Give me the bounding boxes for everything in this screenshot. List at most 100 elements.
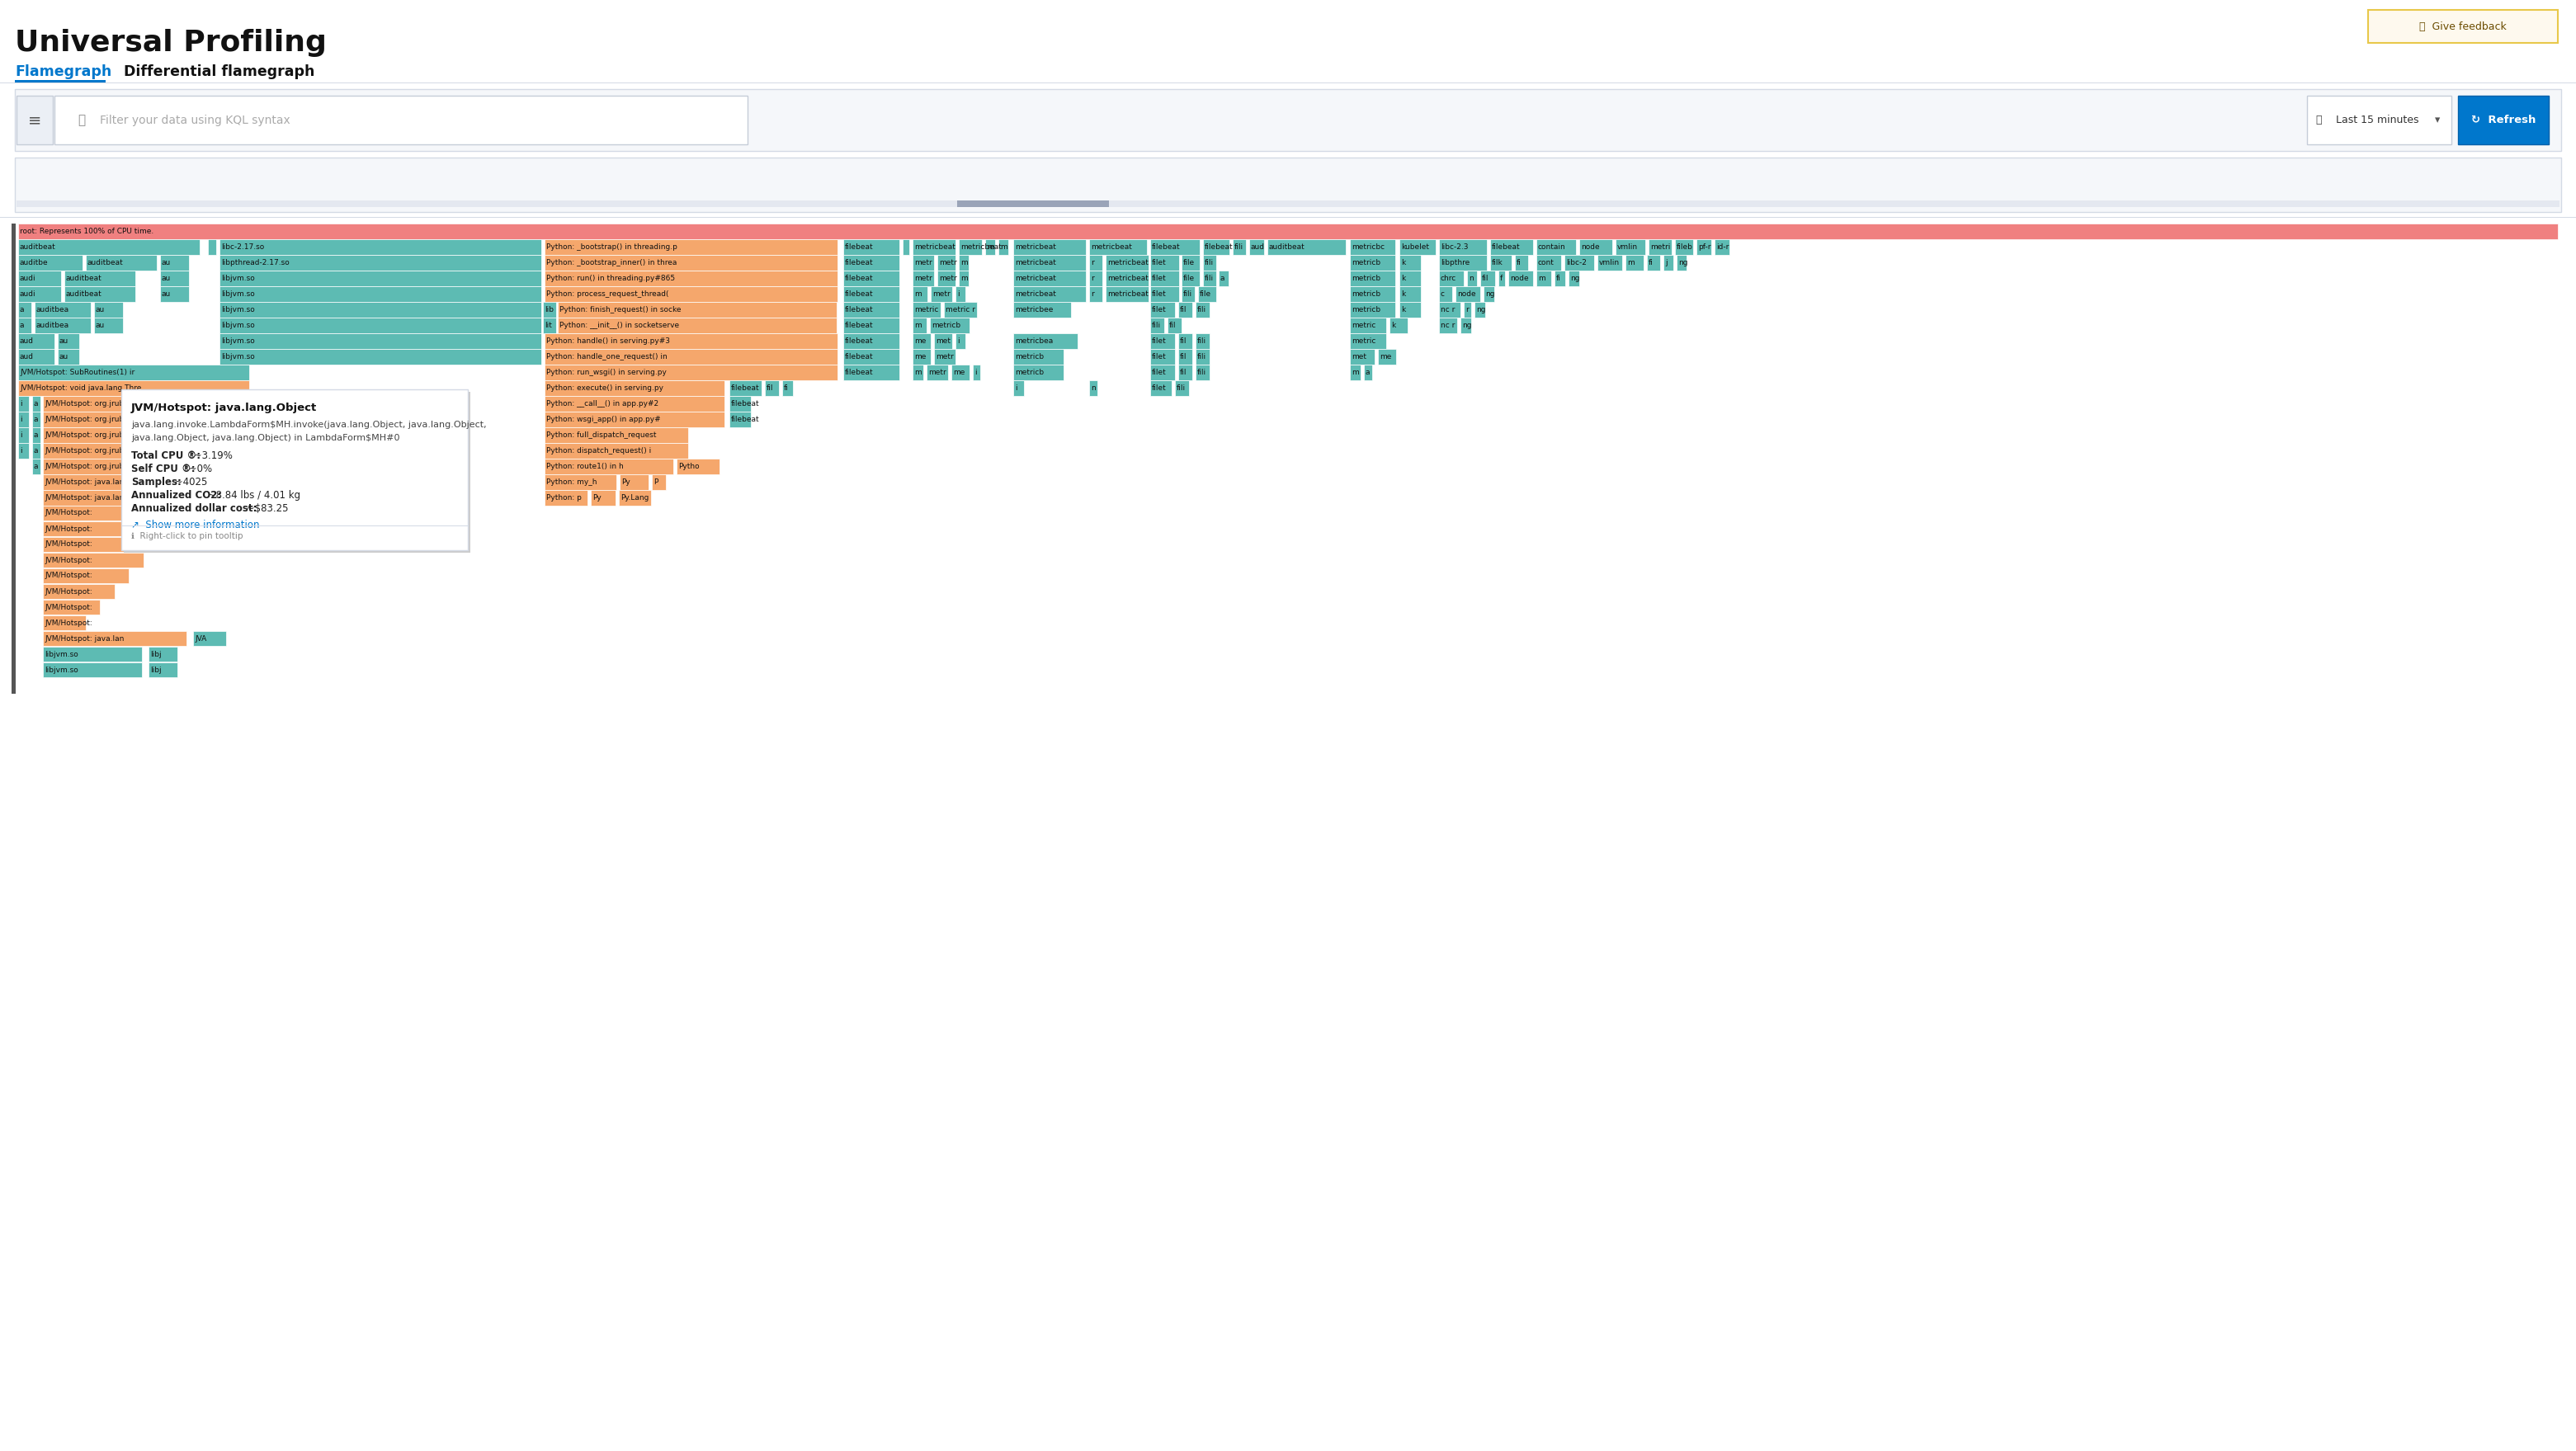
- Text: libj: libj: [149, 666, 162, 673]
- Bar: [958, 200, 1108, 207]
- Bar: [1468, 270, 1476, 286]
- Text: fili: fili: [1182, 290, 1193, 297]
- Text: r: r: [1090, 290, 1095, 297]
- Bar: [1151, 334, 1175, 348]
- Text: ~$83.25: ~$83.25: [242, 503, 289, 514]
- Text: a: a: [33, 463, 39, 470]
- Bar: [621, 474, 649, 490]
- Text: libjvm.so: libjvm.so: [222, 290, 255, 297]
- Bar: [18, 302, 31, 318]
- Text: Python: __init__() in socketserve: Python: __init__() in socketserve: [559, 322, 680, 329]
- Bar: [1388, 318, 1406, 334]
- Text: Pytho: Pytho: [677, 463, 701, 470]
- Bar: [958, 270, 969, 286]
- Bar: [1203, 255, 1216, 270]
- Text: a: a: [33, 447, 39, 454]
- Text: JVM/Hotspot: org.jruby.runt: JVM/Hotspot: org.jruby.runt: [44, 431, 144, 438]
- Bar: [1350, 348, 1376, 364]
- Text: met: met: [935, 338, 951, 345]
- Text: cont: cont: [1538, 260, 1553, 267]
- Bar: [1203, 270, 1216, 286]
- Text: metric: metric: [914, 306, 938, 313]
- Text: a: a: [1221, 274, 1224, 281]
- Bar: [1535, 270, 1551, 286]
- Text: filebeat: filebeat: [845, 338, 873, 345]
- Bar: [1203, 239, 1229, 255]
- Text: Py: Py: [621, 479, 631, 486]
- Bar: [1440, 239, 1486, 255]
- Bar: [1489, 239, 1533, 255]
- Bar: [1677, 255, 1687, 270]
- Bar: [1484, 286, 1494, 302]
- Bar: [1564, 255, 1595, 270]
- Text: libjvm.so: libjvm.so: [222, 338, 255, 345]
- Text: metri: metri: [1651, 244, 1669, 251]
- Text: metricbeat: metricbeat: [1015, 244, 1056, 251]
- Bar: [31, 412, 41, 427]
- Text: Py: Py: [592, 495, 600, 502]
- Bar: [95, 318, 124, 334]
- Text: ng: ng: [1571, 274, 1579, 281]
- Text: filet: filet: [1151, 369, 1167, 376]
- Bar: [1481, 270, 1494, 286]
- Text: ↻  Refresh: ↻ Refresh: [2470, 115, 2535, 125]
- Text: a: a: [33, 416, 39, 424]
- Bar: [677, 459, 719, 474]
- Bar: [54, 96, 747, 144]
- Text: libjvm.so: libjvm.so: [222, 274, 255, 281]
- Text: ~3.19%: ~3.19%: [191, 450, 232, 461]
- Bar: [1399, 255, 1422, 270]
- Text: fili: fili: [1177, 385, 1185, 392]
- Bar: [1175, 380, 1190, 396]
- Bar: [912, 348, 930, 364]
- Bar: [1234, 239, 1247, 255]
- Text: metricb: metricb: [1352, 274, 1381, 281]
- Bar: [1105, 255, 1149, 270]
- Text: k: k: [1391, 322, 1396, 329]
- Bar: [1440, 255, 1486, 270]
- Text: libc-2.3: libc-2.3: [1440, 244, 1468, 251]
- Bar: [544, 396, 724, 412]
- Text: Total CPU ®:: Total CPU ®:: [131, 450, 201, 461]
- Text: filebeat: filebeat: [845, 369, 873, 376]
- Text: fil: fil: [1180, 306, 1188, 313]
- Bar: [2458, 96, 2548, 144]
- Bar: [842, 302, 899, 318]
- Text: metricb: metricb: [1352, 290, 1381, 297]
- Bar: [1151, 318, 1164, 334]
- Text: ng: ng: [1486, 290, 1494, 297]
- Bar: [219, 239, 541, 255]
- Text: metricbeat: metricbeat: [1015, 290, 1056, 297]
- Text: r: r: [1090, 274, 1095, 281]
- Bar: [1461, 318, 1471, 334]
- Bar: [149, 647, 178, 662]
- Text: filebeat: filebeat: [732, 385, 760, 392]
- Text: libjvm.so: libjvm.so: [222, 306, 255, 313]
- Bar: [18, 412, 28, 427]
- Text: auditbeat: auditbeat: [1270, 244, 1306, 251]
- Bar: [842, 286, 899, 302]
- Text: m: m: [914, 369, 922, 376]
- Text: fil: fil: [1180, 353, 1188, 360]
- Text: a: a: [33, 400, 39, 408]
- Text: file: file: [1182, 274, 1195, 281]
- Text: JVM/Hotspot: org.jruby.runt: JVM/Hotspot: org.jruby.runt: [44, 447, 144, 454]
- Bar: [765, 380, 778, 396]
- Bar: [1012, 255, 1087, 270]
- Bar: [1350, 364, 1360, 380]
- Text: fili: fili: [1234, 244, 1244, 251]
- Bar: [1569, 270, 1579, 286]
- Text: n: n: [1090, 385, 1095, 392]
- Text: metr: metr: [940, 260, 956, 267]
- Text: filet: filet: [1151, 260, 1167, 267]
- Text: fili: fili: [1198, 306, 1206, 313]
- Text: JM: JM: [232, 463, 242, 470]
- Text: m: m: [914, 290, 922, 297]
- Bar: [1090, 255, 1103, 270]
- Text: libc-2: libc-2: [1566, 260, 1587, 267]
- Text: metr: metr: [914, 260, 933, 267]
- Bar: [1579, 239, 1613, 255]
- Bar: [956, 334, 966, 348]
- Text: f: f: [1499, 274, 1502, 281]
- Text: me: me: [953, 369, 966, 376]
